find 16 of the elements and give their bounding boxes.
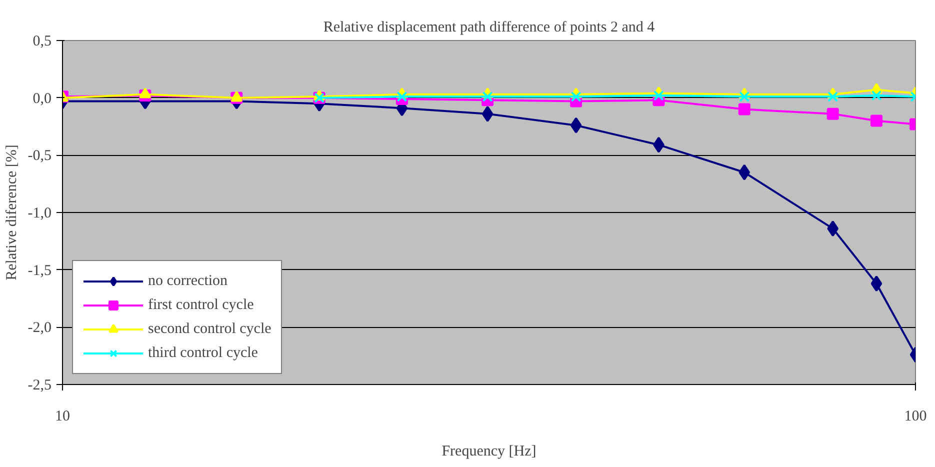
x-tick-label: 10: [55, 408, 70, 424]
y-axis-title: Relative diference [%]: [4, 144, 20, 280]
y-tick-label: 0,5: [32, 34, 52, 50]
x-axis-title: Frequency [Hz]: [442, 444, 536, 460]
y-tick-label: -2,0: [28, 320, 52, 336]
chart-title: Relative displacement path difference of points 2 and 4: [323, 20, 656, 36]
legend-label: no correction: [148, 272, 228, 290]
x-tick-label: 100: [904, 408, 927, 424]
legend-label: first control cycle: [148, 296, 254, 314]
legend-label: second control cycle: [148, 320, 272, 338]
y-tick-label: -2,5: [28, 378, 52, 394]
y-tick-label: -1,0: [28, 206, 52, 222]
y-tick-label: -0,5: [28, 148, 52, 164]
y-tick-label: 0,0: [32, 90, 52, 107]
legend-label: third control cycle: [148, 344, 258, 362]
y-tick-label: -1,5: [28, 262, 52, 279]
